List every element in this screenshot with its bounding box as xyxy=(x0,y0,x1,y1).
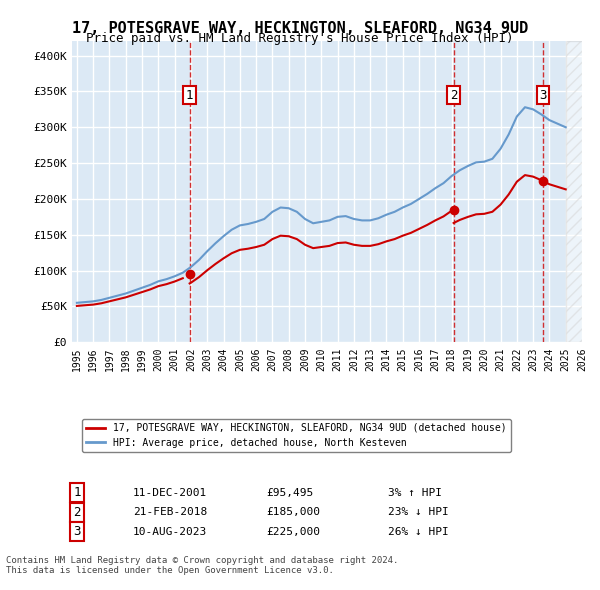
Text: Contains HM Land Registry data © Crown copyright and database right 2024.
This d: Contains HM Land Registry data © Crown c… xyxy=(6,556,398,575)
Text: 3: 3 xyxy=(73,525,81,538)
Text: 1: 1 xyxy=(186,88,193,101)
Text: 26% ↓ HPI: 26% ↓ HPI xyxy=(388,527,449,537)
Text: 2: 2 xyxy=(73,506,81,519)
Text: 17, POTESGRAVE WAY, HECKINGTON, SLEAFORD, NG34 9UD: 17, POTESGRAVE WAY, HECKINGTON, SLEAFORD… xyxy=(72,21,528,35)
Text: 23% ↓ HPI: 23% ↓ HPI xyxy=(388,507,449,517)
Text: £185,000: £185,000 xyxy=(266,507,320,517)
Text: 21-FEB-2018: 21-FEB-2018 xyxy=(133,507,208,517)
Text: £225,000: £225,000 xyxy=(266,527,320,537)
Text: 2: 2 xyxy=(450,88,457,101)
Text: 3: 3 xyxy=(539,88,547,101)
Text: £95,495: £95,495 xyxy=(266,488,313,497)
Bar xyxy=(566,41,590,342)
Text: Price paid vs. HM Land Registry's House Price Index (HPI): Price paid vs. HM Land Registry's House … xyxy=(86,32,514,45)
Text: 3% ↑ HPI: 3% ↑ HPI xyxy=(388,488,442,497)
Text: 1: 1 xyxy=(73,486,81,499)
Text: 11-DEC-2001: 11-DEC-2001 xyxy=(133,488,208,497)
Text: 10-AUG-2023: 10-AUG-2023 xyxy=(133,527,208,537)
Legend: 17, POTESGRAVE WAY, HECKINGTON, SLEAFORD, NG34 9UD (detached house), HPI: Averag: 17, POTESGRAVE WAY, HECKINGTON, SLEAFORD… xyxy=(82,419,511,452)
